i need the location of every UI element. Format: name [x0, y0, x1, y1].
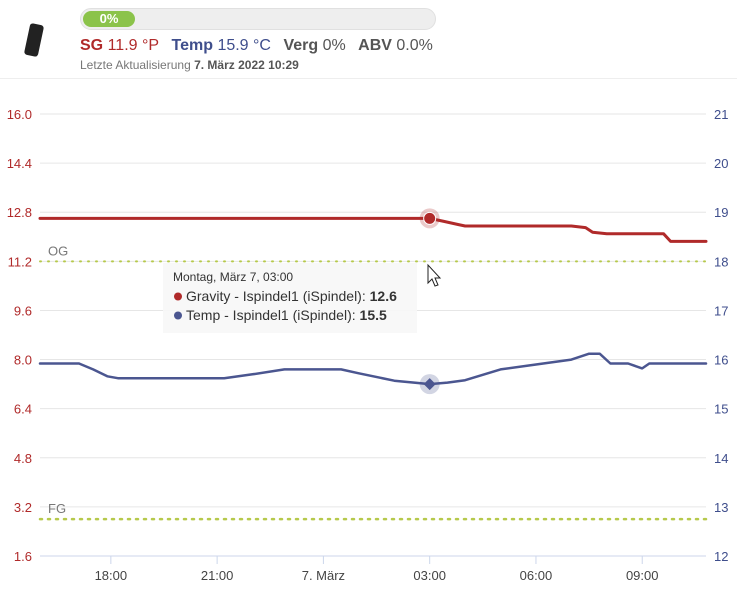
verg-value: 0%	[322, 37, 346, 54]
last-updated: Letzte Aktualisierung 7. März 2022 10:29	[80, 58, 299, 72]
y-left-tick-label: 14.4	[7, 156, 32, 171]
y-left-tick-label: 8.0	[14, 353, 32, 368]
sg-stat: SG 11.9 °P	[80, 37, 159, 55]
y-right-tick-label: 21	[714, 107, 728, 122]
x-tick-label: 7. März	[302, 568, 345, 583]
x-tick-label: 03:00	[413, 568, 446, 583]
x-tick-label: 21:00	[201, 568, 234, 583]
y-left-tick-label: 16.0	[7, 107, 32, 122]
y-left-tick-label: 6.4	[14, 402, 32, 417]
stats-row: SG 11.9 °P Temp 15.9 °C Verg 0% ABV 0.0%	[80, 37, 441, 55]
fermentation-chart[interactable]: 16.0 14.4 12.8 11.2 9.6 8.0 6.4 4.8 3.2 1.6 21 20 19…	[0, 80, 737, 592]
tooltip-box	[163, 263, 417, 333]
verg-stat: Verg 0%	[283, 37, 345, 55]
tooltip-row-label: Temp - Ispindel1 (iSpindel): 15.5	[186, 307, 387, 323]
ispindel-device-icon	[23, 22, 45, 58]
y-left-tick-label: 11.2	[8, 254, 32, 269]
y-left-tick-label: 4.8	[14, 451, 32, 466]
gravity-hover-point	[423, 211, 437, 225]
x-tick-label: 09:00	[626, 568, 659, 583]
tooltip-row-value: 15.5	[360, 307, 387, 323]
y-right-tick-label: 13	[714, 500, 728, 515]
reference-label-og: OG	[48, 243, 68, 258]
temp-hover-point	[423, 378, 436, 391]
abv-stat: ABV 0.0%	[358, 37, 433, 55]
abv-label: ABV	[358, 37, 392, 54]
y-right-tick-label: 17	[714, 303, 728, 318]
temp-stat: Temp 15.9 °C	[172, 37, 271, 55]
tooltip-dot	[174, 292, 182, 301]
y-right-tick-label: 14	[714, 451, 728, 466]
y-right-tick-label: 19	[714, 205, 728, 220]
tooltip-row-value: 12.6	[370, 288, 397, 304]
tooltip-row-label: Gravity - Ispindel1 (iSpindel): 12.6	[186, 288, 397, 304]
last-updated-prefix: Letzte Aktualisierung	[80, 58, 191, 72]
last-updated-value: 7. März 2022 10:29	[194, 58, 299, 72]
progress-fill	[83, 11, 135, 27]
y-left-tick-label: 12.8	[7, 205, 32, 220]
progress-label: 0%	[99, 11, 119, 26]
y-left-tick-label: 1.6	[14, 549, 32, 564]
tooltip-dot	[174, 311, 182, 320]
y-right-tick-label: 16	[714, 353, 728, 368]
temp-series-line	[38, 352, 708, 386]
x-tick-label: 18:00	[95, 568, 128, 583]
temp-value: 15.9 °C	[217, 37, 271, 54]
mouse-cursor-icon	[427, 263, 442, 287]
abv-value: 0.0%	[396, 37, 433, 54]
y-left-tick-label: 3.2	[14, 500, 32, 515]
reference-label-fg: FG	[48, 501, 66, 516]
tooltip-title: Montag, März 7, 03:00	[173, 270, 293, 284]
header: 0% SG 11.9 °P Temp 15.9 °C Verg 0% ABV 0…	[0, 0, 737, 79]
y-left-tick-label: 9.6	[14, 303, 32, 318]
fermentation-progress-bar: 0%	[80, 8, 436, 30]
y-right-tick-label: 18	[714, 254, 728, 269]
gravity-series-line	[38, 216, 708, 243]
temp-label: Temp	[171, 37, 213, 54]
sg-label: SG	[80, 37, 104, 54]
y-right-tick-label: 15	[714, 402, 728, 417]
x-tick-label: 06:00	[520, 568, 553, 583]
verg-label: Verg	[283, 37, 319, 54]
sg-value: 11.9 °P	[107, 37, 160, 54]
y-right-tick-label: 20	[714, 156, 728, 171]
y-right-tick-label: 12	[714, 549, 728, 564]
